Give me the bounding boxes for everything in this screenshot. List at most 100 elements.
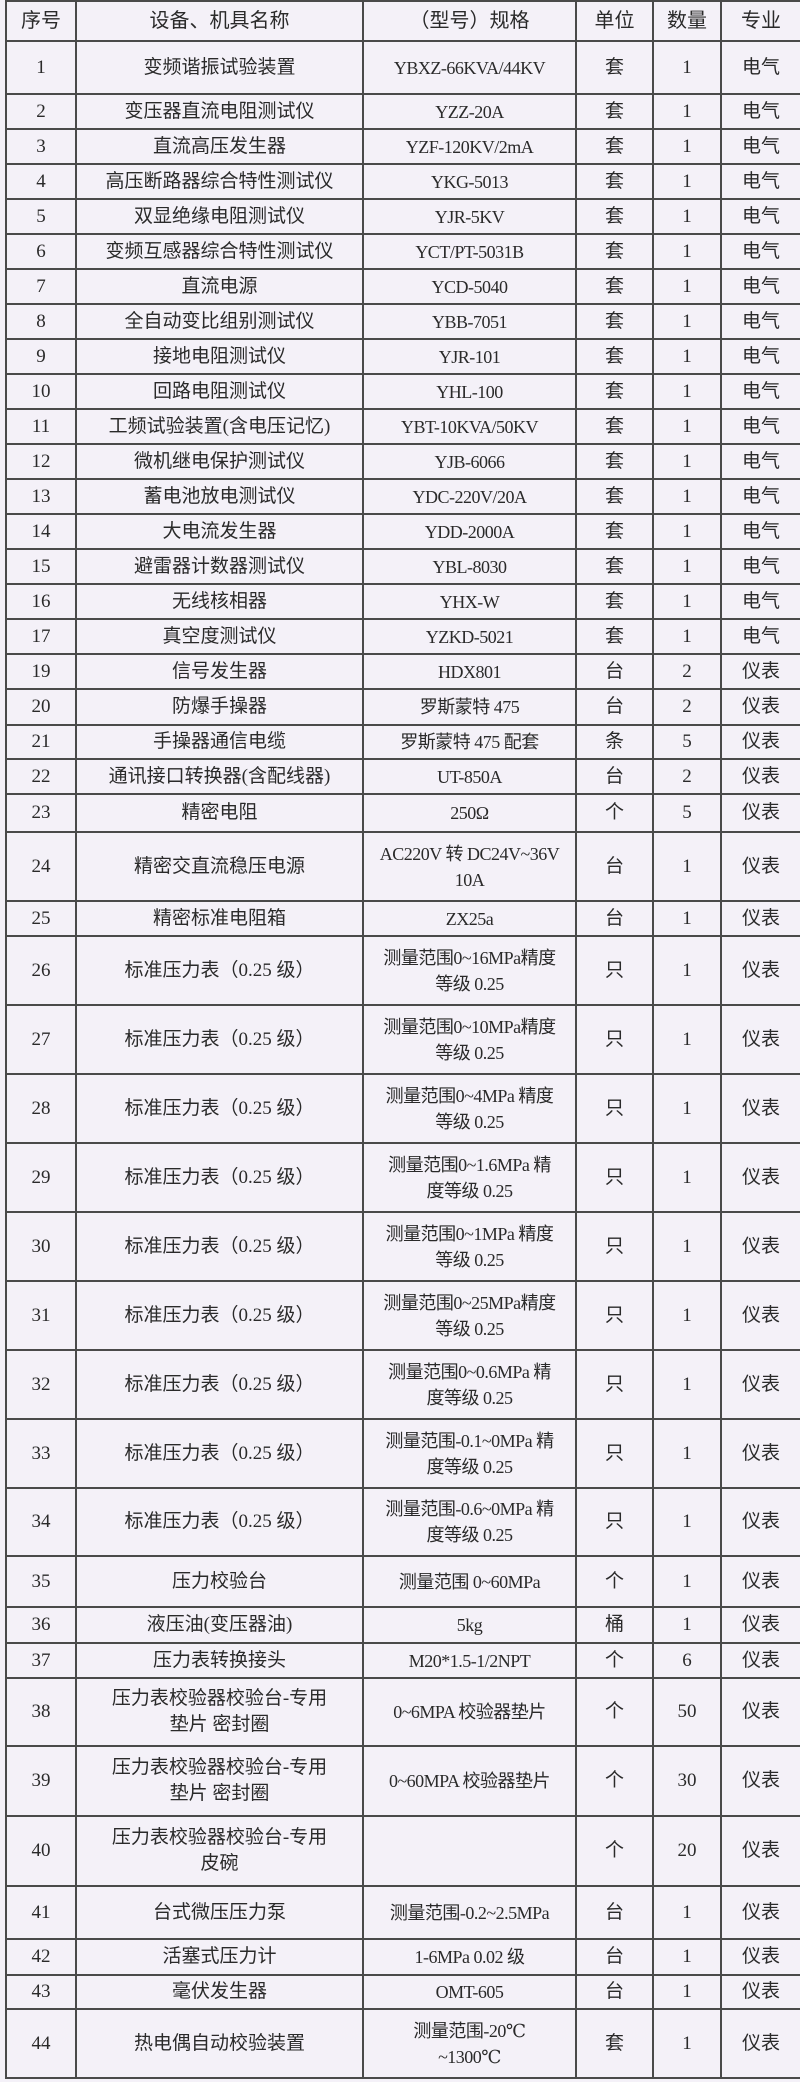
cell-spec: YCT/PT-5031B xyxy=(362,233,577,270)
cell-spec: YJR-101 xyxy=(362,338,577,375)
table-row: 3 直流高压发生器 YZF-120KV/2mA 套 1 电气 xyxy=(5,128,800,165)
cell-name: 压力表校验器校验台-专用 垫片 密封圈 xyxy=(75,1745,364,1817)
cell-qty: 30 xyxy=(652,1745,722,1817)
table-row: 44 热电偶自动校验装置 测量范围-20℃ ~1300℃ 套 1 仪表 xyxy=(5,2008,800,2079)
cell-unit: 台 xyxy=(575,831,654,902)
cell-unit: 台 xyxy=(575,653,654,690)
cell-no: 31 xyxy=(5,1280,77,1351)
cell-no: 19 xyxy=(5,653,77,690)
table-row: 9 接地电阻测试仪 YJR-101 套 1 电气 xyxy=(5,338,800,375)
cell-no: 22 xyxy=(5,758,77,795)
cell-major: 仪表 xyxy=(720,758,800,795)
cell-unit: 只 xyxy=(575,1211,654,1282)
cell-major: 仪表 xyxy=(720,1280,800,1351)
cell-spec: ZX25a xyxy=(362,900,577,937)
cell-no: 35 xyxy=(5,1555,77,1608)
cell-major: 电气 xyxy=(720,548,800,585)
cell-spec: YDD-2000A xyxy=(362,513,577,550)
cell-no: 37 xyxy=(5,1642,77,1679)
cell-name: 蓄电池放电测试仪 xyxy=(75,478,364,515)
cell-spec: YCD-5040 xyxy=(362,268,577,305)
table-row: 11 工频试验装置(含电压记忆) YBT-10KVA/50KV 套 1 电气 xyxy=(5,408,800,445)
cell-no: 43 xyxy=(5,1974,77,2010)
cell-no: 8 xyxy=(5,303,77,340)
cell-qty: 2 xyxy=(652,653,722,690)
cell-qty: 1 xyxy=(652,478,722,515)
header-unit: 单位 xyxy=(575,0,654,42)
cell-qty: 1 xyxy=(652,373,722,410)
cell-no: 20 xyxy=(5,688,77,726)
cell-spec: YJR-5KV xyxy=(362,198,577,235)
table-row: 36 液压油(变压器油) 5kg 桶 1 仪表 xyxy=(5,1606,800,1644)
header-spec: （型号）规格 xyxy=(362,0,577,42)
cell-qty: 20 xyxy=(652,1815,722,1887)
cell-unit: 套 xyxy=(575,2008,654,2079)
cell-unit: 个 xyxy=(575,1555,654,1608)
cell-no: 40 xyxy=(5,1815,77,1887)
cell-major: 电气 xyxy=(720,233,800,270)
cell-no: 6 xyxy=(5,233,77,270)
cell-unit: 套 xyxy=(575,408,654,445)
cell-spec xyxy=(362,1815,577,1887)
cell-major: 仪表 xyxy=(720,900,800,937)
cell-unit: 套 xyxy=(575,583,654,620)
cell-name: 液压油(变压器油) xyxy=(75,1606,364,1644)
cell-major: 仪表 xyxy=(720,1938,800,1976)
cell-qty: 1 xyxy=(652,128,722,165)
cell-major: 电气 xyxy=(720,408,800,445)
cell-no: 1 xyxy=(5,40,77,95)
cell-major: 仪表 xyxy=(720,793,800,833)
cell-unit: 只 xyxy=(575,1073,654,1144)
cell-major: 电气 xyxy=(720,268,800,305)
cell-spec: 测量范围0~1.6MPa 精 度等级 0.25 xyxy=(362,1142,577,1213)
table-row: 21 手操器通信电缆 罗斯蒙特 475 配套条 5 仪表 xyxy=(5,724,800,760)
cell-spec: 0~60MPA 校验器垫片 xyxy=(362,1745,577,1817)
cell-name: 工频试验装置(含电压记忆) xyxy=(75,408,364,445)
cell-major: 仪表 xyxy=(720,1349,800,1420)
cell-spec: 测量范围-0.2~2.5MPa xyxy=(362,1885,577,1940)
cell-no: 41 xyxy=(5,1885,77,1940)
cell-spec: 测量范围0~4MPa 精度 等级 0.25 xyxy=(362,1073,577,1144)
cell-spec: OMT-605 xyxy=(362,1974,577,2010)
cell-major: 电气 xyxy=(720,338,800,375)
cell-spec: 测量范围0~10MPa精度 等级 0.25 xyxy=(362,1004,577,1075)
cell-spec: YZZ-20A xyxy=(362,93,577,130)
cell-spec: YZKD-5021 xyxy=(362,618,577,655)
cell-no: 39 xyxy=(5,1745,77,1817)
cell-spec: 0~6MPA 校验器垫片 xyxy=(362,1677,577,1747)
cell-major: 仪表 xyxy=(720,1745,800,1817)
cell-major: 电气 xyxy=(720,40,800,95)
cell-unit: 套 xyxy=(575,40,654,95)
cell-spec: 250Ω xyxy=(362,793,577,833)
cell-spec: UT-850A xyxy=(362,758,577,795)
cell-spec: YHX-W xyxy=(362,583,577,620)
cell-spec: 罗斯蒙特 475 xyxy=(362,688,577,726)
cell-unit: 套 xyxy=(575,548,654,585)
cell-spec: 测量范围0~25MPa精度 等级 0.25 xyxy=(362,1280,577,1351)
equipment-table: 序号 设备、机具名称 （型号）规格 单位 数量 专业 1 变频谐振试验装置 YBXZ… xyxy=(5,0,800,2079)
cell-major: 电气 xyxy=(720,303,800,340)
cell-name: 微机继电保护测试仪 xyxy=(75,443,364,480)
header-major: 专业 xyxy=(720,0,800,42)
cell-no: 28 xyxy=(5,1073,77,1144)
cell-unit: 台 xyxy=(575,688,654,726)
table-row: 25 精密标准电阻箱 ZX25a 台 1 仪表 xyxy=(5,900,800,937)
cell-no: 7 xyxy=(5,268,77,305)
cell-unit: 套 xyxy=(575,303,654,340)
cell-no: 23 xyxy=(5,793,77,833)
cell-qty: 1 xyxy=(652,1938,722,1976)
cell-major: 仪表 xyxy=(720,1073,800,1144)
cell-major: 仪表 xyxy=(720,1487,800,1557)
cell-spec: HDX801 xyxy=(362,653,577,690)
cell-no: 29 xyxy=(5,1142,77,1213)
cell-unit: 套 xyxy=(575,268,654,305)
cell-major: 仪表 xyxy=(720,688,800,726)
cell-no: 3 xyxy=(5,128,77,165)
cell-qty: 1 xyxy=(652,618,722,655)
cell-name: 回路电阻测试仪 xyxy=(75,373,364,410)
cell-major: 仪表 xyxy=(720,1142,800,1213)
cell-name: 压力校验台 xyxy=(75,1555,364,1608)
cell-major: 电气 xyxy=(720,198,800,235)
cell-no: 5 xyxy=(5,198,77,235)
cell-spec: YBL-8030 xyxy=(362,548,577,585)
